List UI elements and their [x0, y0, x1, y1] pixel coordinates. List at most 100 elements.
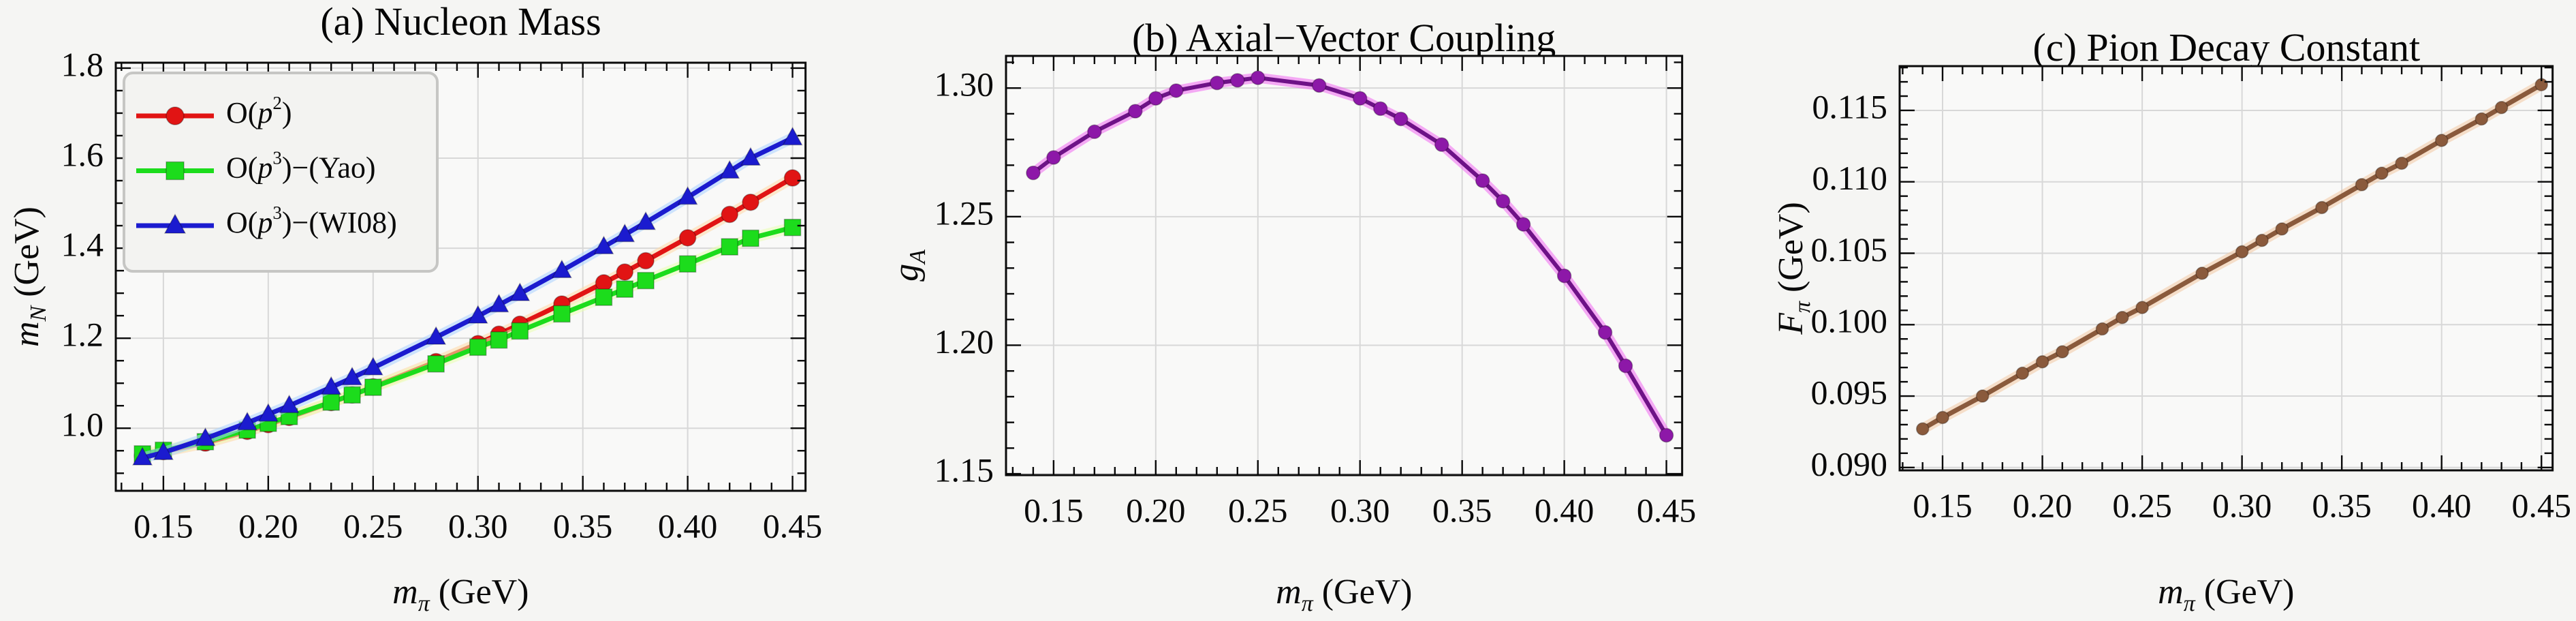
y-tick-label: 1.30 [934, 65, 993, 104]
data-point-marker [595, 288, 613, 306]
legend-label: O(p3)−(Yao) [226, 148, 376, 185]
label-segment: m [392, 573, 418, 611]
axial-vector-coupling-plot: 0.15 0.20 0.25 0.30 0.35 0.40 0.45 1.15 1.20 1.25… [887, 55, 1696, 616]
data-point-marker [2355, 178, 2369, 192]
label-segment: 3 [272, 148, 282, 168]
data-point-marker [721, 205, 738, 224]
data-point-marker [742, 229, 759, 247]
x-tick-label: 0.45 [763, 506, 822, 545]
label-segment: m [2158, 573, 2184, 611]
data-point-marker [427, 355, 445, 373]
plot-frame [114, 61, 807, 492]
data-point-marker [2195, 267, 2210, 280]
x-tick-label: 0.20 [2013, 486, 2072, 524]
data-point-marker [637, 271, 655, 290]
label-segment: )−(Yao) [282, 151, 376, 185]
y-axis-label: gA [887, 249, 930, 282]
data-point-marker [742, 193, 759, 211]
data-point-marker [1434, 137, 1449, 152]
data-point-marker [1168, 83, 1184, 98]
label-segment: (GeV) [7, 207, 46, 306]
data-point-marker [678, 255, 697, 273]
data-point-marker [2475, 112, 2489, 126]
data-point-marker [488, 293, 509, 313]
label-segment: (GeV) [2195, 573, 2295, 611]
data-point-marker [341, 366, 363, 386]
data-point-marker [322, 393, 340, 411]
label-segment: π [1790, 301, 1815, 313]
y-tick-label: 1.0 [61, 406, 104, 444]
label-segment: N [26, 304, 51, 322]
data-point-marker [677, 185, 698, 205]
y-tick-label: 0.110 [1812, 159, 1888, 197]
data-point-marker [195, 427, 216, 446]
label-segment: π [2184, 591, 2196, 616]
panel-c-title: (c) Pion Decay Constant [2032, 25, 2421, 70]
data-point-marker [2036, 354, 2049, 369]
data-point-marker [1495, 194, 1511, 209]
label-segment: m [1276, 573, 1302, 611]
label-segment: )−(WI08) [282, 206, 397, 239]
x-tick-label: 0.40 [658, 506, 717, 545]
panel-a-title: (a) Nucleon Mass [320, 0, 601, 44]
x-tick-label: 0.35 [553, 506, 612, 545]
data-point-marker [1127, 104, 1143, 119]
data-point-marker [1046, 150, 1061, 165]
data-point-marker [362, 357, 383, 376]
y-tick-label: 1.25 [934, 194, 993, 232]
data-point-marker [1556, 268, 1572, 284]
ticks [1005, 56, 1682, 475]
data-point-marker [279, 394, 300, 414]
legend-marker [166, 161, 185, 181]
label-segment: p [255, 96, 272, 130]
y-tick-label: 0.115 [1812, 87, 1888, 125]
series-0 [1916, 78, 2549, 436]
legend-label: O(p2) [226, 93, 292, 130]
nucleon-mass-plot: 0.15 0.20 0.25 0.30 0.35 0.40 0.45 1.0 1.2 1.4 1.6… [7, 45, 822, 616]
ticks [1900, 66, 2553, 470]
data-point-marker [1209, 75, 1225, 91]
data-point-marker [2495, 101, 2509, 115]
label-segment: π [418, 591, 430, 616]
data-point-marker [257, 403, 279, 422]
label-segment: A [905, 249, 930, 265]
label-segment: (GeV) [1772, 202, 1810, 301]
data-point-marker [511, 322, 529, 340]
x-tick-label: 0.30 [2212, 486, 2272, 524]
ticks [115, 63, 806, 491]
x-tick-label: 0.15 [1024, 491, 1083, 529]
data-point-marker [2375, 166, 2389, 180]
x-tick-label: 0.25 [2113, 486, 2172, 524]
y-tick-label: 1.4 [61, 226, 104, 264]
x-tick-label: 0.15 [133, 506, 193, 545]
panel-nucleon-mass: (a) Nucleon Mass 0.15 0.20 0.25 0.30 0.35 0.4… [0, 0, 859, 621]
plot-area [1900, 66, 2553, 470]
x-tick-label: 0.30 [448, 506, 507, 545]
series-0 [1025, 70, 1674, 443]
data-point-marker [1916, 422, 1930, 436]
data-point-marker [783, 218, 802, 237]
legend-marker [166, 106, 185, 125]
data-point-marker [509, 282, 531, 301]
data-point-marker [782, 126, 803, 146]
data-point-marker [321, 376, 342, 395]
x-axis-label: mπ (GeV) [2158, 573, 2294, 616]
legend-marker [163, 213, 187, 234]
y-tick-label: 0.095 [1811, 374, 1887, 412]
data-point-marker [132, 446, 153, 466]
data-point-marker [2056, 345, 2069, 359]
data-point-marker [551, 259, 572, 279]
data-point-marker [469, 338, 487, 357]
label-segment: π [1301, 591, 1313, 616]
data-point-marker [1659, 427, 1674, 443]
legend: O(p2) O(p3)−(Yao)O( p3 )−(WI08) [122, 72, 439, 273]
data-point-marker [1250, 70, 1266, 85]
data-point-marker [637, 252, 655, 270]
data-point-marker [426, 326, 447, 345]
data-point-marker [678, 229, 697, 247]
x-axis-label: mπ (GeV) [392, 573, 529, 616]
data-point-marker [1515, 217, 1531, 232]
label-segment: O( [226, 151, 257, 185]
data-point-marker [1976, 389, 1990, 403]
data-point-marker [2255, 233, 2269, 247]
